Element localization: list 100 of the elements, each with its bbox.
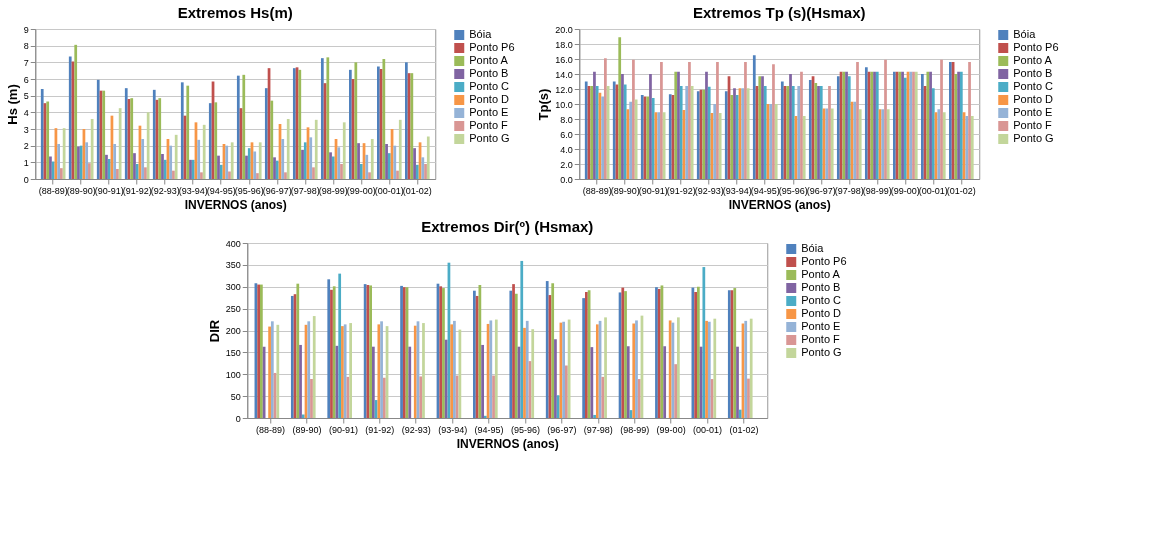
- bar: [791, 86, 795, 179]
- bar: [730, 95, 734, 179]
- legend-label: Ponto F: [469, 119, 509, 131]
- bar: [685, 86, 689, 179]
- x-tick-label: (92-93): [694, 185, 724, 196]
- y-tick-label: 0.0: [560, 174, 573, 185]
- bar: [674, 364, 677, 418]
- bar: [590, 347, 594, 418]
- bar: [601, 376, 605, 418]
- x-tick-label: (88-89): [38, 185, 68, 196]
- legend-label: Ponto G: [469, 132, 510, 144]
- x-axis-title: INVERNOS (anos): [184, 197, 287, 212]
- bar: [405, 62, 408, 179]
- bar: [662, 112, 666, 179]
- bar: [705, 71, 708, 179]
- bar: [309, 137, 313, 179]
- legend-label: Bóia: [801, 242, 825, 254]
- bar: [724, 91, 728, 179]
- bar: [371, 346, 375, 418]
- bar: [382, 59, 386, 179]
- y-tick-label: 12.0: [555, 84, 573, 95]
- bar: [696, 286, 700, 418]
- bar: [253, 151, 257, 179]
- legend-label: Ponto D: [469, 93, 510, 105]
- bar: [88, 163, 91, 179]
- bar: [424, 164, 427, 179]
- bar: [694, 292, 697, 418]
- bar: [965, 116, 969, 179]
- y-tick-label: 8.0: [560, 114, 573, 125]
- x-tick-label: (90-91): [638, 185, 668, 196]
- bar: [85, 142, 89, 179]
- x-axis-title: INVERNOS (anos): [728, 197, 831, 212]
- bar: [329, 152, 332, 179]
- bar: [312, 167, 315, 179]
- bar: [738, 409, 742, 418]
- bar: [453, 320, 456, 418]
- bar: [884, 59, 887, 179]
- bar: [96, 79, 100, 179]
- bar: [634, 99, 638, 179]
- bar: [525, 320, 529, 418]
- bar: [327, 279, 331, 418]
- x-tick-label: (91-92): [122, 185, 152, 196]
- y-axis-title: DIR: [206, 319, 222, 343]
- bar: [624, 291, 627, 418]
- bar: [735, 95, 739, 179]
- bar: [772, 64, 775, 179]
- x-tick-label: (99-00): [346, 185, 376, 196]
- legend-label: Ponto G: [801, 346, 842, 358]
- bar: [408, 346, 412, 418]
- x-axis-title: INVERNOS (anos): [456, 436, 559, 451]
- bar: [245, 155, 248, 179]
- bar: [749, 318, 753, 418]
- bar: [426, 136, 430, 179]
- bar: [242, 74, 246, 179]
- bar: [830, 108, 834, 179]
- bar: [858, 109, 862, 179]
- bar: [836, 76, 840, 179]
- bar: [270, 321, 274, 418]
- legend-label: Ponto C: [469, 80, 510, 92]
- bar: [60, 168, 63, 179]
- bar: [116, 169, 119, 179]
- bar: [228, 171, 231, 179]
- bar: [920, 74, 924, 179]
- bar: [152, 89, 156, 179]
- bar: [301, 149, 304, 179]
- bar: [747, 378, 750, 418]
- x-tick-label: (98-99): [318, 185, 348, 196]
- legend-label: Ponto C: [801, 294, 842, 306]
- y-tick-label: 6: [23, 74, 29, 85]
- bar: [774, 104, 778, 179]
- bar: [303, 142, 307, 179]
- bar: [621, 287, 625, 418]
- bar: [713, 104, 717, 179]
- bar: [733, 88, 736, 179]
- bar: [492, 375, 495, 418]
- bar: [702, 267, 706, 418]
- bar: [276, 324, 280, 418]
- bar: [174, 134, 178, 179]
- bar: [236, 75, 240, 179]
- y-tick-label: 0: [23, 174, 29, 185]
- bar: [744, 62, 747, 179]
- bar: [551, 283, 555, 418]
- bar: [903, 77, 907, 179]
- bar: [62, 128, 66, 179]
- bar: [663, 346, 667, 418]
- bar: [690, 86, 694, 179]
- bar: [161, 154, 164, 179]
- bar: [713, 318, 717, 418]
- x-tick-label: (98-99): [620, 424, 650, 435]
- chart-title: Extremos Tp (s)(Hsmax): [692, 4, 866, 21]
- y-tick-label: 0: [235, 413, 241, 424]
- bar: [649, 74, 652, 179]
- bar: [49, 156, 52, 179]
- bar: [455, 375, 459, 418]
- bar: [163, 159, 167, 179]
- y-tick-label: 16.0: [555, 54, 573, 65]
- x-tick-label: (90-91): [94, 185, 124, 196]
- bar: [651, 98, 655, 179]
- bar: [57, 144, 61, 179]
- bar: [637, 379, 641, 418]
